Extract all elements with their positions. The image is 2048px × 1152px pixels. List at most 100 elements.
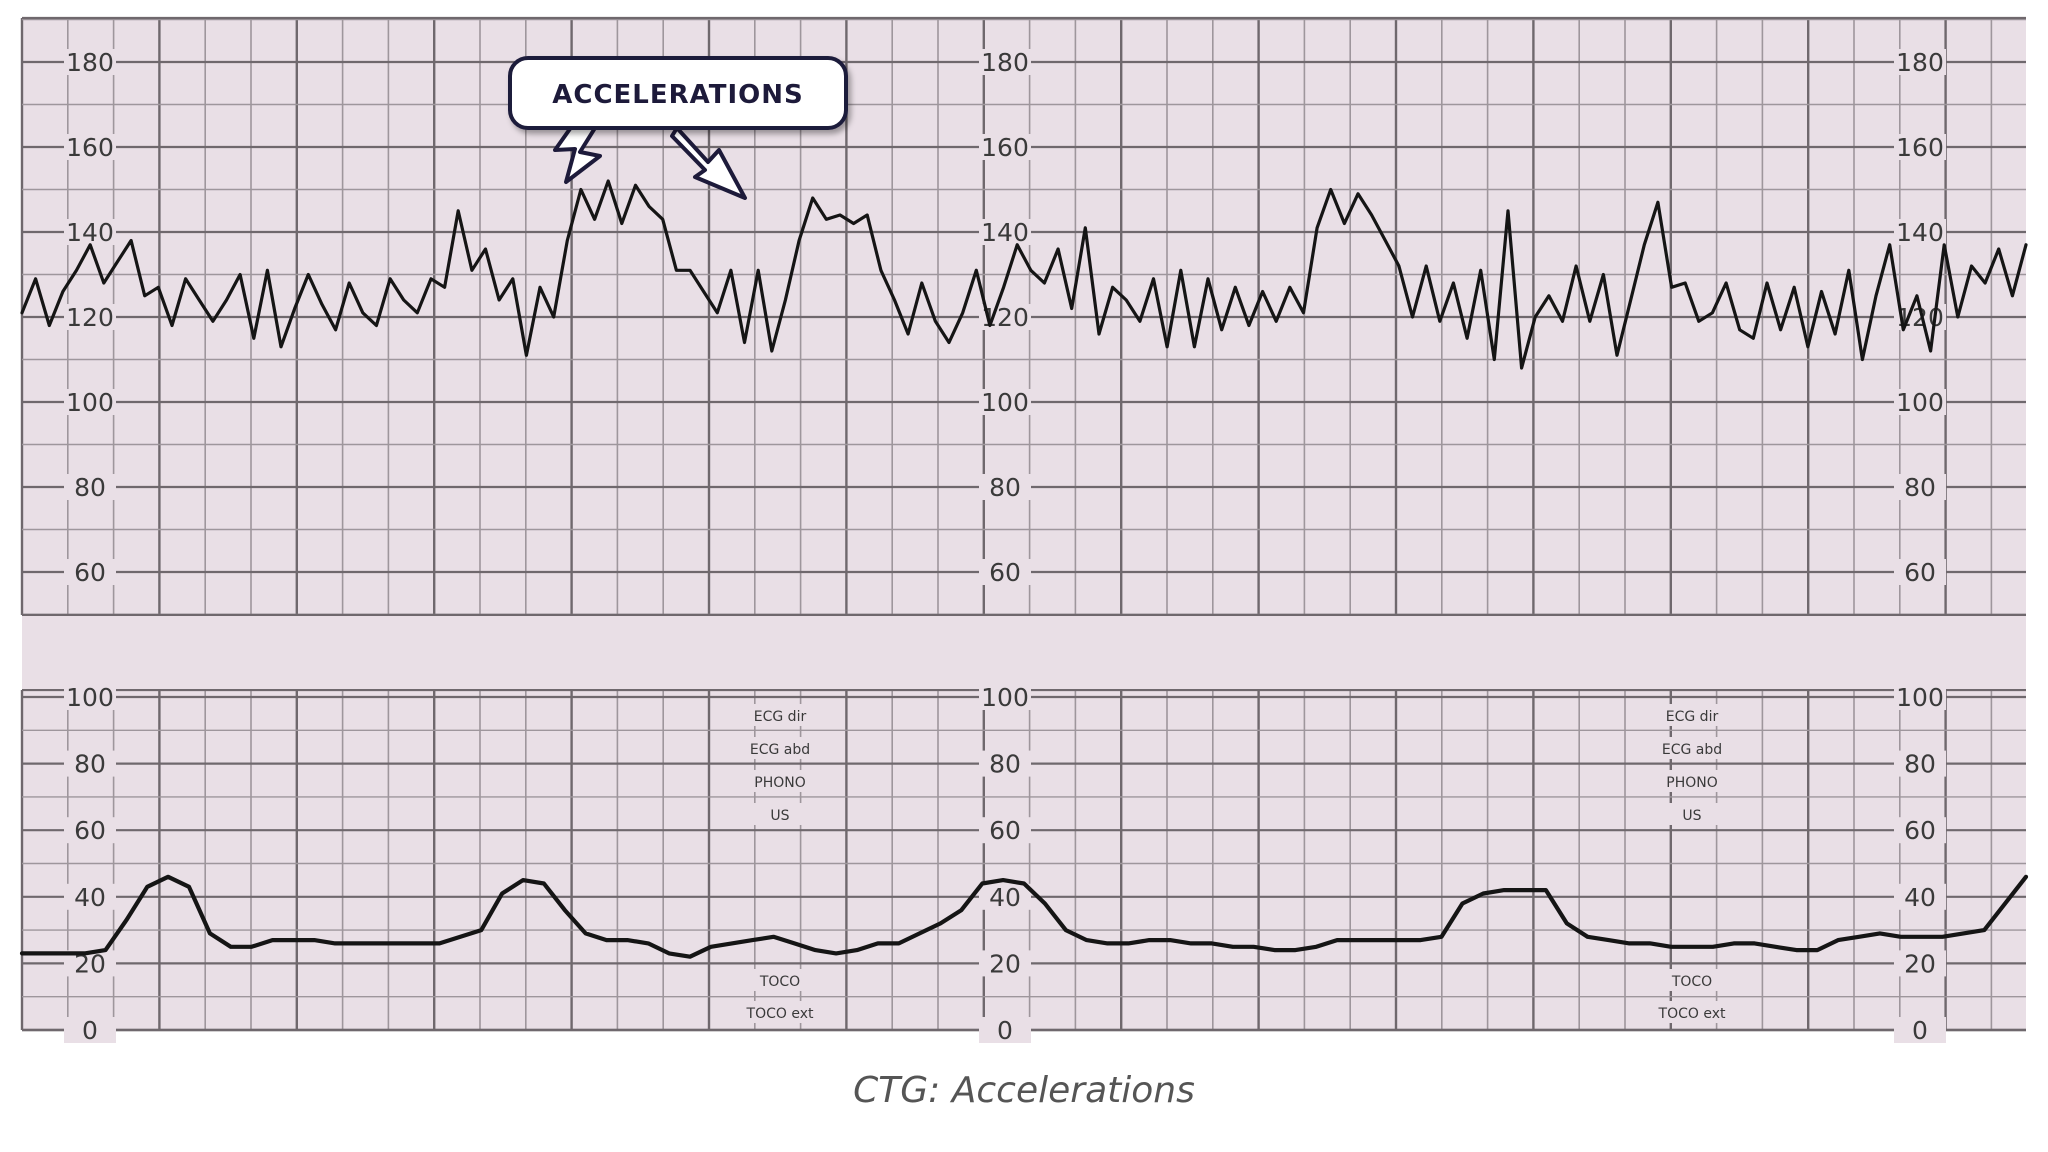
mode-label-bg <box>1648 704 1736 726</box>
tick-label-bg <box>1894 883 1946 910</box>
tick-label-bg <box>979 883 1031 910</box>
tick-label-bg <box>979 1017 1031 1043</box>
tick-label-bg <box>979 389 1031 415</box>
tick-label-bg <box>64 684 116 710</box>
y-tick-label: 140 <box>66 218 114 247</box>
tick-label-bg <box>1894 134 1946 160</box>
tick-label-bg <box>64 304 116 330</box>
y-tick-label: 160 <box>66 133 114 162</box>
mode-label: ECG abd <box>1662 742 1722 758</box>
tick-label-bg <box>64 474 116 500</box>
callout-box <box>508 56 848 130</box>
y-tick-label: 100 <box>981 388 1029 417</box>
y-tick-label: 80 <box>74 750 106 779</box>
mode-label-bg <box>736 1001 824 1023</box>
traces <box>19 179 2029 959</box>
tick-label-bg <box>1894 474 1946 500</box>
y-tick-label: 60 <box>74 558 106 587</box>
y-tick-label: 100 <box>981 683 1029 712</box>
tick-label-bg <box>1894 219 1946 245</box>
tick-label-bg <box>64 219 116 245</box>
y-tick-label: 60 <box>989 816 1021 845</box>
y-tick-label: 160 <box>1896 133 1944 162</box>
callout-arrow-right <box>670 126 747 200</box>
tick-label-bg <box>979 474 1031 500</box>
mode-label: TOCO <box>1671 974 1712 990</box>
y-tick-label: 80 <box>989 473 1021 502</box>
y-tick-label: 140 <box>1896 218 1944 247</box>
y-tick-label: 180 <box>981 48 1029 77</box>
y-tick-label: 100 <box>66 683 114 712</box>
mode-label: US <box>1682 808 1701 824</box>
tick-label-bg <box>64 389 116 415</box>
y-tick-label: 180 <box>1896 48 1944 77</box>
mode-label-bg <box>736 969 824 991</box>
mode-label: ECG dir <box>1666 709 1719 725</box>
ctg-paper <box>22 18 2026 1030</box>
tick-label-bg <box>1894 559 1946 585</box>
tick-label-bg <box>64 817 116 844</box>
tick-label-bg <box>979 950 1031 977</box>
y-tick-label: 40 <box>1904 883 1936 912</box>
mode-label: PHONO <box>1666 775 1717 791</box>
y-tick-label: 140 <box>981 218 1029 247</box>
tick-label-bg <box>64 134 116 160</box>
tick-label-bg <box>1894 49 1946 75</box>
tick-label-bg <box>979 49 1031 75</box>
mode-label: TOCO ext <box>746 1006 814 1022</box>
y-tick-label: 80 <box>1904 750 1936 779</box>
tick-label-bg <box>1894 817 1946 844</box>
panel-gap <box>22 616 2026 689</box>
y-tick-label: 80 <box>1904 473 1936 502</box>
figure-caption: CTG: Accelerations <box>853 1070 1195 1111</box>
mode-label-bg <box>1648 1001 1736 1023</box>
y-tick-label: 40 <box>989 883 1021 912</box>
mode-label: TOCO <box>759 974 800 990</box>
toco-trace <box>19 874 2029 959</box>
y-tick-label: 60 <box>1904 816 1936 845</box>
tick-label-bg <box>979 134 1031 160</box>
tick-label-bg <box>979 219 1031 245</box>
mode-label-bg <box>1648 737 1736 759</box>
y-tick-label: 40 <box>74 883 106 912</box>
mode-label-bg <box>1648 969 1736 991</box>
y-tick-label: 60 <box>1904 558 1936 587</box>
mode-label: PHONO <box>754 775 805 791</box>
fhr-trace <box>20 179 2028 370</box>
tick-label-bg <box>64 49 116 75</box>
mode-label-bg <box>1648 803 1736 825</box>
tick-label-bg <box>1894 1017 1946 1043</box>
mode-label-bg <box>736 770 824 792</box>
y-tick-label: 80 <box>74 473 106 502</box>
y-tick-label: 20 <box>989 949 1021 978</box>
mode-label-bg <box>1648 770 1736 792</box>
mode-label-bg <box>736 737 824 759</box>
tick-label-bg <box>64 559 116 585</box>
y-tick-label: 100 <box>1896 683 1944 712</box>
tick-label-bg <box>64 750 116 777</box>
tick-label-bg <box>979 559 1031 585</box>
y-tick-label: 160 <box>981 133 1029 162</box>
y-tick-label: 60 <box>74 816 106 845</box>
tick-label-bg <box>1894 684 1946 710</box>
mode-label-bg <box>736 803 824 825</box>
accelerations-callout: ACCELERATIONS <box>508 56 848 200</box>
tick-label-bg <box>1894 389 1946 415</box>
mode-label: TOCO ext <box>1658 1006 1726 1022</box>
y-tick-label: 0 <box>82 1016 98 1045</box>
mode-label-bg <box>736 704 824 726</box>
tick-label-bg <box>1894 750 1946 777</box>
y-tick-label: 60 <box>989 558 1021 587</box>
mode-label: ECG abd <box>750 742 810 758</box>
y-tick-label: 100 <box>1896 388 1944 417</box>
tick-label-bg <box>979 684 1031 710</box>
tick-label-bg <box>64 1017 116 1043</box>
y-tick-label: 180 <box>66 48 114 77</box>
y-tick-label: 120 <box>66 303 114 332</box>
y-tick-label: 20 <box>1904 949 1936 978</box>
tick-label-bg <box>1894 950 1946 977</box>
mode-label: US <box>770 808 789 824</box>
